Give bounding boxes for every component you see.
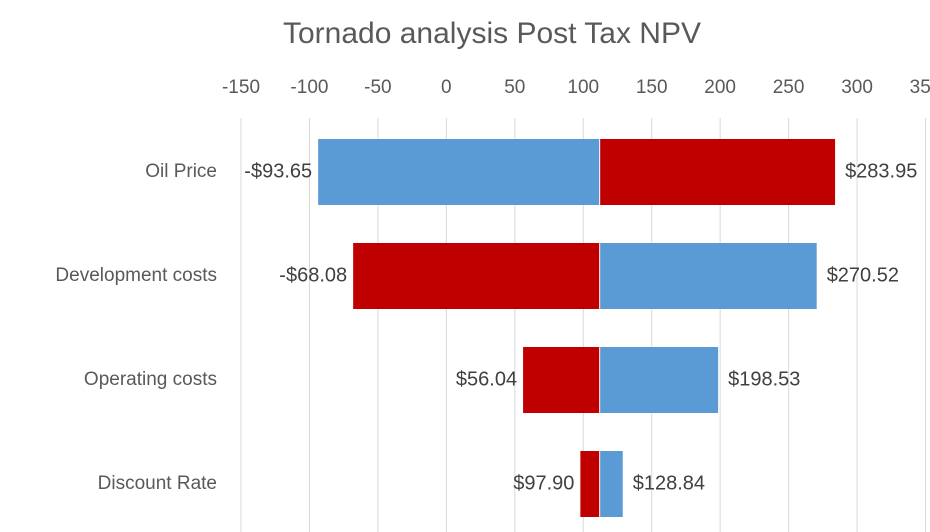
low-label: -$93.65 bbox=[244, 160, 312, 182]
x-tick-label: -50 bbox=[364, 77, 391, 98]
x-tick-label: 300 bbox=[841, 77, 873, 98]
high-label: $283.95 bbox=[845, 160, 917, 182]
high-label: $270.52 bbox=[827, 264, 899, 286]
category-label: Oil Price bbox=[145, 161, 217, 182]
x-tick-label: -100 bbox=[290, 77, 328, 98]
chart-title: Tornado analysis Post Tax NPV bbox=[283, 17, 701, 50]
high-bar bbox=[599, 451, 623, 517]
low-bar bbox=[580, 451, 600, 517]
low-label: $56.04 bbox=[456, 368, 517, 390]
category-label: Development costs bbox=[55, 265, 217, 286]
category-label: Operating costs bbox=[84, 369, 217, 390]
low-bar bbox=[318, 139, 600, 205]
x-tick-label: 200 bbox=[704, 77, 736, 98]
high-bar bbox=[599, 243, 817, 309]
high-bar bbox=[599, 347, 719, 413]
low-label: -$68.08 bbox=[279, 264, 347, 286]
high-bar bbox=[599, 139, 836, 205]
x-tick-label: -150 bbox=[222, 77, 260, 98]
low-bar bbox=[353, 243, 600, 309]
low-bar bbox=[523, 347, 600, 413]
x-tick-label: 0 bbox=[441, 77, 452, 98]
x-tick-label: 350 bbox=[910, 77, 930, 98]
x-tick-label: 250 bbox=[773, 77, 805, 98]
high-label: $198.53 bbox=[728, 368, 800, 390]
x-tick-label: 150 bbox=[636, 77, 668, 98]
x-tick-label: 50 bbox=[504, 77, 525, 98]
low-label: $97.90 bbox=[513, 472, 574, 494]
high-label: $128.84 bbox=[633, 472, 705, 494]
x-tick-label: 100 bbox=[567, 77, 599, 98]
category-label: Discount Rate bbox=[98, 473, 217, 494]
